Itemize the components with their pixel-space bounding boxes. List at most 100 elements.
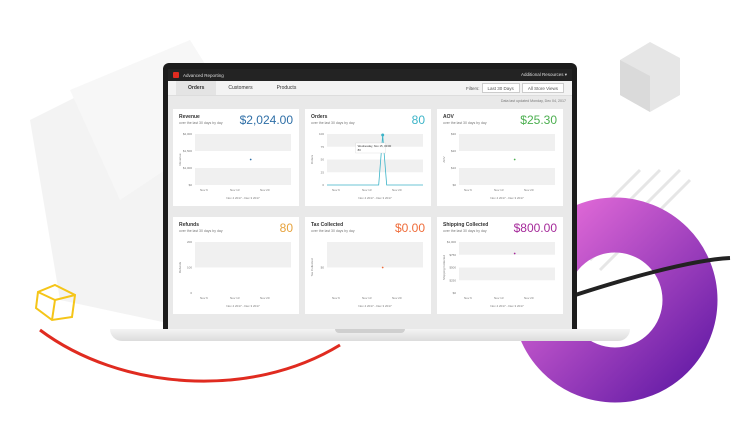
tab-customers[interactable]: Customers	[228, 85, 253, 91]
data-point[interactable]	[381, 266, 384, 269]
card-title: Tax Collected	[311, 222, 344, 228]
logo-icon	[173, 72, 179, 78]
metric-card-refunds: Refunds over the last 30 days by day 80 2…	[173, 217, 299, 314]
x-tick-label: Nov 6	[332, 188, 340, 192]
y-tick-label: $0	[453, 291, 457, 295]
chart-band	[195, 242, 291, 268]
date-range-label: Nov 4 2017 - Dec 3 2017	[490, 304, 524, 308]
x-tick-label: Nov 6	[200, 188, 208, 192]
card-value: 80	[411, 113, 425, 127]
metric-card-revenue: Revenue over the last 30 days by day $2,…	[173, 109, 299, 206]
store-view-button[interactable]: All Store Views	[521, 83, 564, 93]
y-tick-label: $20	[451, 149, 456, 153]
date-range-label: Nov 4 2017 - Dec 3 2017	[226, 304, 260, 308]
card-value: $25.30	[520, 113, 557, 127]
card-title: Revenue	[179, 114, 200, 120]
x-tick-label: Nov 13	[362, 296, 372, 300]
card-value: $800.00	[513, 221, 557, 235]
card-title: Orders	[311, 114, 328, 120]
y-tick-label: $1,500	[183, 149, 193, 153]
date-range-label: Nov 4 2017 - Dec 3 2017	[490, 196, 524, 200]
card-value: $0.00	[394, 221, 425, 235]
card-chart: $1,000 $750 $500 $250 $0 Shipping Collected No…	[442, 240, 555, 308]
card-subtitle: over the last 30 days by day	[311, 229, 355, 233]
y-tick-label: 25	[321, 170, 325, 174]
y-tick-label: $1,000	[447, 240, 457, 244]
date-range-label: Nov 4 2017 - Dec 3 2017	[358, 304, 392, 308]
card-value: 80	[279, 221, 293, 235]
card-subtitle: over the last 30 days by day	[443, 229, 487, 233]
card-subtitle: over the last 30 days by day	[179, 229, 223, 233]
chart-band	[327, 242, 423, 268]
y-tick-label: $30	[451, 132, 456, 136]
metric-card-orders: Orders over the last 30 days by day 80 10…	[305, 109, 431, 206]
y-tick-label: $250	[449, 278, 456, 282]
tooltip	[355, 142, 386, 154]
dashboard: Advanced Reporting Additional Resources …	[168, 69, 572, 329]
tooltip-date: Wednesday, Nov 15, 00:00	[358, 144, 392, 148]
y-tick-label: $0	[321, 266, 325, 270]
data-point[interactable]	[513, 158, 516, 161]
metric-card-aov: AOV over the last 30 days by day $25.30 $…	[437, 109, 563, 206]
data-point[interactable]	[249, 158, 252, 161]
chart-band	[195, 134, 291, 151]
y-tick-label: $1,000	[183, 166, 193, 170]
x-tick-label: Nov 20	[524, 296, 534, 300]
top-bar: Advanced Reporting Additional Resources …	[168, 69, 572, 81]
app-title: Advanced Reporting	[183, 72, 224, 78]
x-tick-label: Nov 13	[230, 296, 240, 300]
card-subtitle: over the last 30 days by day	[443, 121, 487, 125]
y-tick-label: 50	[321, 158, 325, 162]
card-title: Refunds	[179, 222, 199, 228]
y-tick-label: 0	[322, 183, 324, 187]
tab-products[interactable]: Products	[276, 85, 297, 91]
additional-resources-menu[interactable]: Additional Resources ▾	[520, 72, 567, 77]
card-value: $2,024.00	[239, 113, 293, 127]
chart-band	[327, 159, 423, 173]
x-tick-label: Nov 20	[260, 296, 270, 300]
y-tick-label: $0	[189, 183, 193, 187]
y-tick-label: $500	[449, 266, 456, 270]
date-range-label: Nov 4 2017 - Dec 3 2017	[358, 196, 392, 200]
card-grid: Revenue over the last 30 days by day $2,…	[173, 109, 567, 314]
y-tick-label: $750	[449, 253, 456, 257]
metric-card-shipping-collected: Shipping Collected over the last 30 days…	[437, 217, 563, 314]
y-tick-label: 100	[187, 266, 192, 270]
card-title: Shipping Collected	[443, 222, 489, 228]
y-tick-label: 75	[321, 145, 325, 149]
data-point[interactable]	[381, 133, 385, 137]
y-axis-label: Refunds	[178, 261, 182, 273]
x-tick-label: Nov 6	[200, 296, 208, 300]
x-tick-label: Nov 13	[494, 188, 504, 192]
data-point[interactable]	[513, 252, 516, 255]
chart-band	[459, 242, 555, 255]
filters: Filters: Last 30 Days All Store Views	[466, 83, 564, 93]
x-tick-label: Nov 6	[332, 296, 340, 300]
y-tick-label: $0	[453, 183, 457, 187]
laptop-notch	[335, 329, 405, 333]
card-chart: $2,000 $1,500 $1,000 $0 Revenue Nov 6 Nov 13 No…	[178, 132, 291, 200]
x-tick-label: Nov 20	[392, 296, 402, 300]
chart-band	[459, 168, 555, 185]
x-tick-label: Nov 13	[230, 188, 240, 192]
card-subtitle: over the last 30 days by day	[179, 121, 223, 125]
y-tick-label: $2,000	[183, 132, 193, 136]
chart-band	[327, 134, 423, 147]
x-tick-label: Nov 13	[362, 188, 372, 192]
y-axis-label: Orders	[310, 154, 314, 164]
y-axis-label: Tax Collected	[310, 258, 314, 276]
chart-band	[195, 168, 291, 185]
date-range-button[interactable]: Last 30 Days	[481, 83, 520, 93]
metric-card-tax-collected: Tax Collected over the last 30 days by d…	[305, 217, 431, 314]
filters-label: Filters:	[466, 85, 480, 91]
y-axis-label: Shipping Collected	[442, 255, 446, 280]
date-range-label: Nov 4 2017 - Dec 3 2017	[226, 196, 260, 200]
last-updated: Data last updated Monday, Dec 04, 2017	[500, 99, 566, 103]
x-tick-label: Nov 20	[392, 188, 402, 192]
x-tick-label: Nov 6	[464, 188, 472, 192]
tab-orders[interactable]: Orders	[176, 81, 217, 95]
laptop-screen: Advanced Reporting Additional Resources …	[163, 63, 577, 329]
y-tick-label: 100	[319, 132, 324, 136]
